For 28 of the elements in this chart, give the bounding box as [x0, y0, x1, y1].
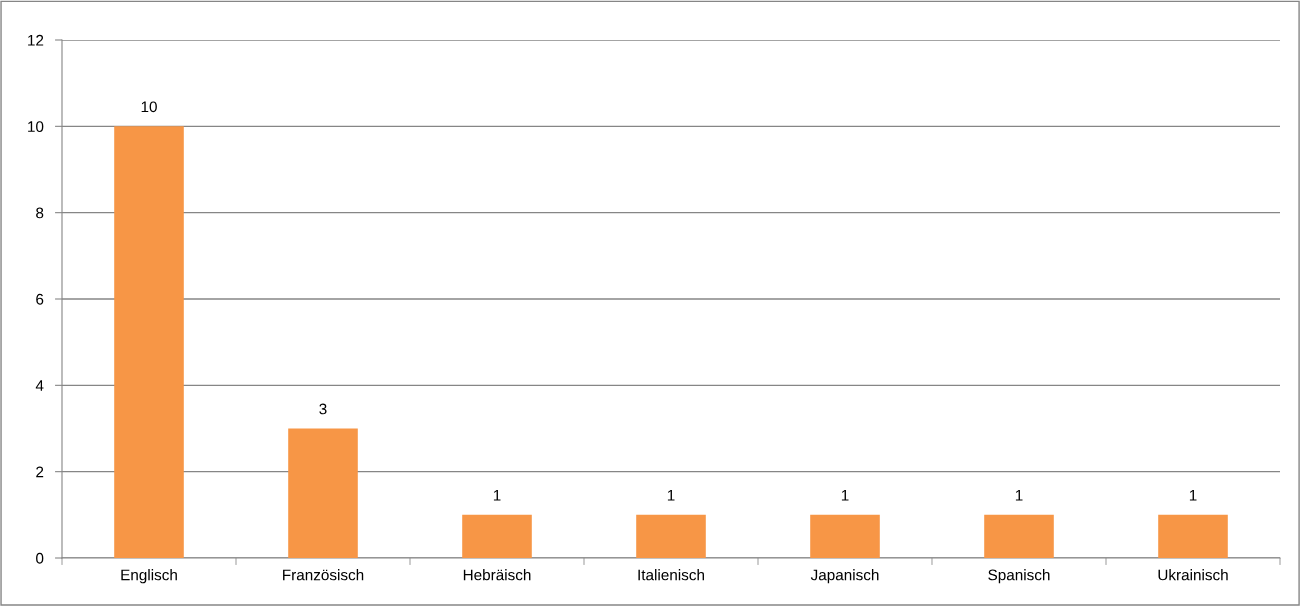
bar	[636, 514, 706, 558]
x-tick-label: Französisch	[283, 569, 364, 581]
x-tick-label: Ukrainisch	[1158, 569, 1228, 581]
y-tick-label: 2	[36, 466, 44, 478]
data-label: 1	[493, 490, 501, 501]
data-label: 3	[319, 403, 327, 415]
data-label: 10	[141, 101, 157, 113]
bar	[462, 514, 532, 558]
y-tick-label: 4	[35, 380, 44, 391]
y-tick-label: 0	[36, 552, 44, 564]
bar	[114, 126, 184, 558]
x-tick-label: Spanisch	[988, 569, 1050, 584]
y-tick-label: 8	[36, 207, 44, 219]
data-label: 1	[1015, 490, 1023, 501]
y-tick-label: 12	[28, 34, 44, 46]
y-tick-label: 10	[28, 121, 44, 133]
bar	[810, 514, 880, 558]
data-label: 1	[841, 490, 849, 501]
bar	[984, 514, 1054, 558]
bar	[1158, 514, 1228, 558]
bar	[288, 428, 358, 558]
data-label: 1	[667, 490, 675, 501]
x-tick-label: Hebräisch	[463, 569, 531, 581]
y-tick-label: 6	[36, 293, 44, 305]
x-tick-label: Italienisch	[638, 569, 704, 581]
x-tick-label: Japanisch	[810, 569, 879, 584]
x-tick-label: Englisch	[121, 569, 177, 584]
data-label: 1	[1189, 490, 1197, 501]
